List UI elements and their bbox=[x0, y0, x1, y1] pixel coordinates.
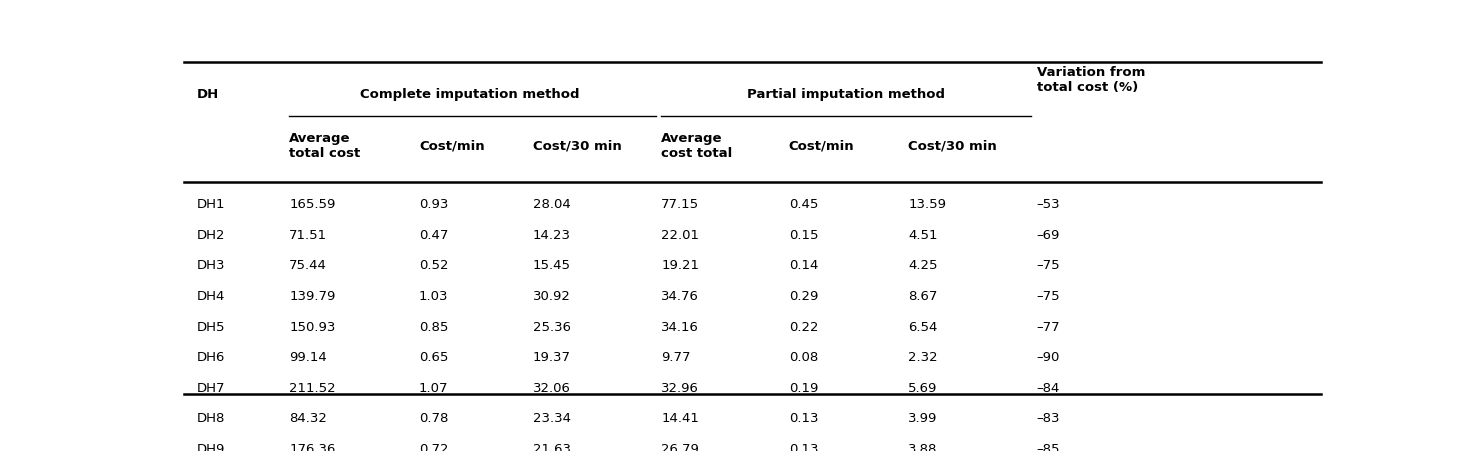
Text: 165.59: 165.59 bbox=[289, 198, 336, 211]
Text: 0.72: 0.72 bbox=[418, 442, 449, 451]
Text: 34.76: 34.76 bbox=[661, 290, 699, 302]
Text: DH: DH bbox=[197, 87, 219, 101]
Text: 32.06: 32.06 bbox=[533, 381, 571, 394]
Text: 30.92: 30.92 bbox=[533, 290, 571, 302]
Text: DH9: DH9 bbox=[197, 442, 226, 451]
Text: Variation from
total cost (%): Variation from total cost (%) bbox=[1036, 66, 1145, 94]
Text: 0.78: 0.78 bbox=[418, 412, 448, 424]
Text: DH3: DH3 bbox=[197, 259, 226, 272]
Text: 0.47: 0.47 bbox=[418, 228, 448, 241]
Text: 4.25: 4.25 bbox=[909, 259, 938, 272]
Text: Cost/min: Cost/min bbox=[418, 140, 484, 152]
Text: 23.34: 23.34 bbox=[533, 412, 571, 424]
Text: 6.54: 6.54 bbox=[909, 320, 938, 333]
Text: DH1: DH1 bbox=[197, 198, 226, 211]
Text: –84: –84 bbox=[1036, 381, 1060, 394]
Text: 26.79: 26.79 bbox=[661, 442, 699, 451]
Text: 0.85: 0.85 bbox=[418, 320, 448, 333]
Text: DH7: DH7 bbox=[197, 381, 226, 394]
Text: –90: –90 bbox=[1036, 350, 1060, 364]
Text: 0.13: 0.13 bbox=[788, 442, 818, 451]
Text: 71.51: 71.51 bbox=[289, 228, 327, 241]
Text: 19.21: 19.21 bbox=[661, 259, 699, 272]
Text: 21.63: 21.63 bbox=[533, 442, 571, 451]
Text: 75.44: 75.44 bbox=[289, 259, 327, 272]
Text: 28.04: 28.04 bbox=[533, 198, 571, 211]
Text: 15.45: 15.45 bbox=[533, 259, 571, 272]
Text: –85: –85 bbox=[1036, 442, 1060, 451]
Text: 139.79: 139.79 bbox=[289, 290, 336, 302]
Text: 4.51: 4.51 bbox=[909, 228, 938, 241]
Text: 0.29: 0.29 bbox=[788, 290, 818, 302]
Text: Complete imputation method: Complete imputation method bbox=[360, 87, 580, 101]
Text: 2.32: 2.32 bbox=[909, 350, 938, 364]
Text: DH4: DH4 bbox=[197, 290, 226, 302]
Text: 0.22: 0.22 bbox=[788, 320, 818, 333]
Text: DH6: DH6 bbox=[197, 350, 226, 364]
Text: 13.59: 13.59 bbox=[909, 198, 947, 211]
Text: 0.93: 0.93 bbox=[418, 198, 448, 211]
Text: DH5: DH5 bbox=[197, 320, 226, 333]
Text: 0.45: 0.45 bbox=[788, 198, 818, 211]
Text: 0.19: 0.19 bbox=[788, 381, 818, 394]
Text: 3.99: 3.99 bbox=[909, 412, 938, 424]
Text: 14.41: 14.41 bbox=[661, 412, 699, 424]
Text: –83: –83 bbox=[1036, 412, 1060, 424]
Text: Average
total cost: Average total cost bbox=[289, 132, 361, 160]
Text: 0.52: 0.52 bbox=[418, 259, 449, 272]
Text: Cost/30 min: Cost/30 min bbox=[533, 140, 621, 152]
Text: 99.14: 99.14 bbox=[289, 350, 327, 364]
Text: 1.03: 1.03 bbox=[418, 290, 449, 302]
Text: 176.36: 176.36 bbox=[289, 442, 336, 451]
Text: –69: –69 bbox=[1036, 228, 1060, 241]
Text: 0.65: 0.65 bbox=[418, 350, 448, 364]
Text: 0.14: 0.14 bbox=[788, 259, 818, 272]
Text: DH2: DH2 bbox=[197, 228, 226, 241]
Text: 19.37: 19.37 bbox=[533, 350, 571, 364]
Text: 14.23: 14.23 bbox=[533, 228, 571, 241]
Text: 84.32: 84.32 bbox=[289, 412, 327, 424]
Text: –75: –75 bbox=[1036, 259, 1060, 272]
Text: DH8: DH8 bbox=[197, 412, 226, 424]
Text: 0.08: 0.08 bbox=[788, 350, 818, 364]
Text: Cost/min: Cost/min bbox=[788, 140, 854, 152]
Text: 8.67: 8.67 bbox=[909, 290, 938, 302]
Text: 1.07: 1.07 bbox=[418, 381, 449, 394]
Text: 9.77: 9.77 bbox=[661, 350, 691, 364]
Text: –75: –75 bbox=[1036, 290, 1060, 302]
Text: 0.13: 0.13 bbox=[788, 412, 818, 424]
Text: 211.52: 211.52 bbox=[289, 381, 336, 394]
Text: Partial imputation method: Partial imputation method bbox=[747, 87, 945, 101]
Text: 0.15: 0.15 bbox=[788, 228, 818, 241]
Text: –53: –53 bbox=[1036, 198, 1060, 211]
Text: 150.93: 150.93 bbox=[289, 320, 336, 333]
Text: 32.96: 32.96 bbox=[661, 381, 699, 394]
Text: 34.16: 34.16 bbox=[661, 320, 699, 333]
Text: Cost/30 min: Cost/30 min bbox=[909, 140, 997, 152]
Text: 3.88: 3.88 bbox=[909, 442, 938, 451]
Text: 5.69: 5.69 bbox=[909, 381, 938, 394]
Text: 22.01: 22.01 bbox=[661, 228, 699, 241]
Text: 77.15: 77.15 bbox=[661, 198, 699, 211]
Text: 25.36: 25.36 bbox=[533, 320, 571, 333]
Text: –77: –77 bbox=[1036, 320, 1060, 333]
Text: Average
cost total: Average cost total bbox=[661, 132, 733, 160]
